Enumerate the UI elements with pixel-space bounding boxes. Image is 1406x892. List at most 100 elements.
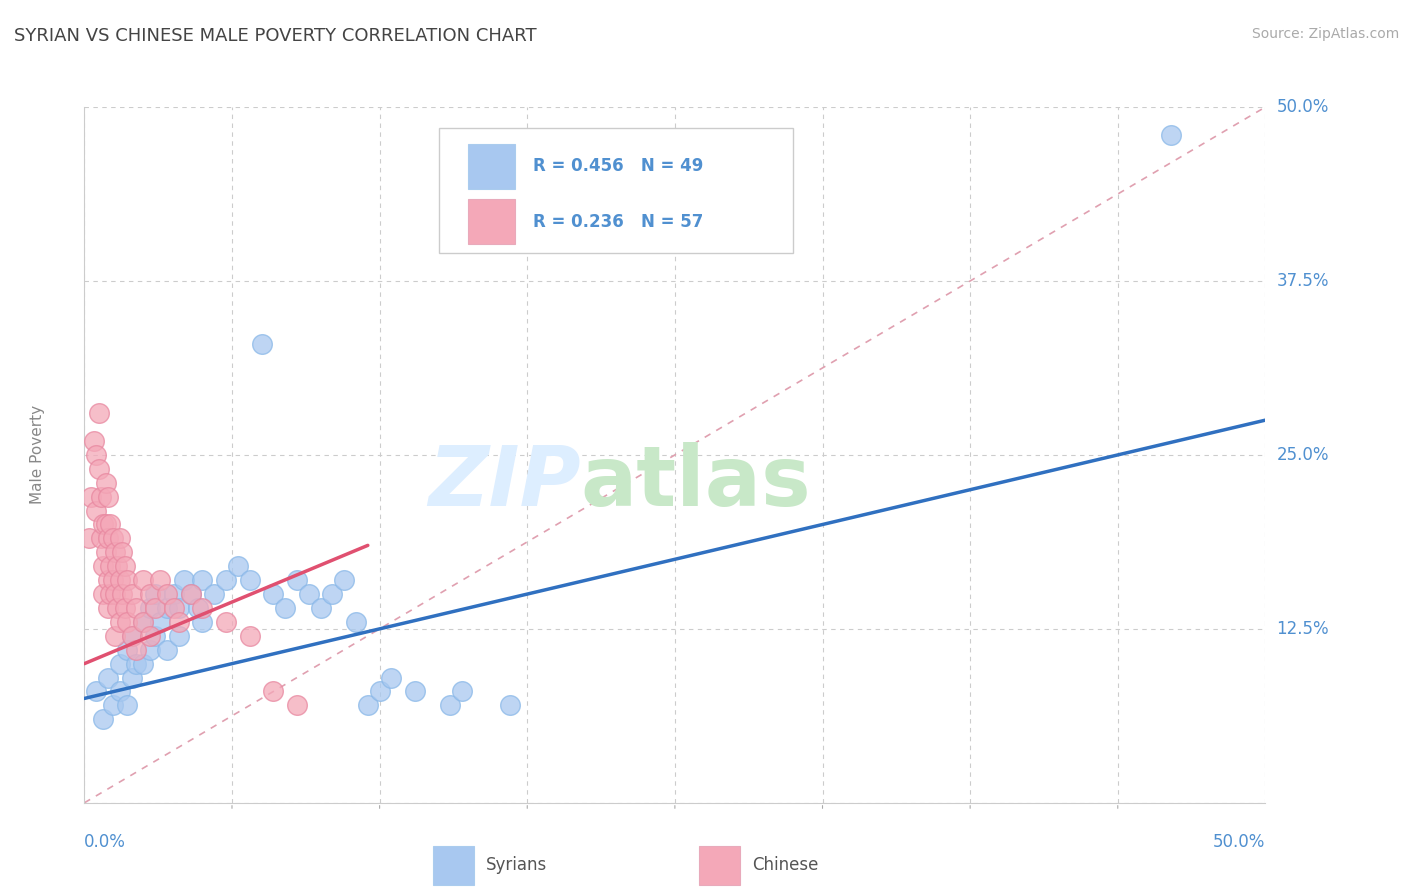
Point bbox=[91, 587, 114, 601]
Text: Chinese: Chinese bbox=[752, 856, 818, 874]
Point bbox=[1160, 128, 1182, 142]
Text: SYRIAN VS CHINESE MALE POVERTY CORRELATION CHART: SYRIAN VS CHINESE MALE POVERTY CORRELATI… bbox=[14, 27, 537, 45]
Point bbox=[94, 517, 117, 532]
Point bbox=[91, 517, 114, 532]
Point bbox=[187, 601, 209, 615]
Point bbox=[451, 684, 474, 698]
Point bbox=[173, 573, 195, 587]
Point bbox=[111, 545, 134, 559]
Point bbox=[107, 601, 129, 615]
Point bbox=[215, 615, 238, 629]
Point bbox=[101, 698, 124, 713]
Point bbox=[132, 573, 155, 587]
Point bbox=[104, 587, 127, 601]
Point bbox=[115, 615, 138, 629]
Text: 37.5%: 37.5% bbox=[1277, 272, 1329, 290]
Point bbox=[239, 629, 262, 643]
Text: R = 0.456   N = 49: R = 0.456 N = 49 bbox=[533, 157, 703, 175]
Point bbox=[108, 573, 131, 587]
Point bbox=[121, 587, 143, 601]
Point bbox=[167, 615, 190, 629]
Point bbox=[108, 657, 131, 671]
Point bbox=[239, 573, 262, 587]
Text: Source: ZipAtlas.com: Source: ZipAtlas.com bbox=[1251, 27, 1399, 41]
Point bbox=[84, 503, 107, 517]
Point bbox=[149, 615, 172, 629]
Point bbox=[191, 601, 214, 615]
Point bbox=[108, 615, 131, 629]
Point bbox=[167, 601, 190, 615]
Point bbox=[111, 587, 134, 601]
Point bbox=[84, 684, 107, 698]
Point bbox=[498, 698, 520, 713]
Point bbox=[180, 587, 202, 601]
Point bbox=[121, 629, 143, 643]
Point bbox=[139, 629, 162, 643]
Point bbox=[163, 601, 186, 615]
Point bbox=[107, 559, 129, 574]
Point bbox=[298, 587, 321, 601]
Point bbox=[97, 601, 120, 615]
Point bbox=[202, 587, 225, 601]
Point bbox=[114, 601, 136, 615]
FancyBboxPatch shape bbox=[468, 199, 516, 244]
Text: 25.0%: 25.0% bbox=[1277, 446, 1329, 464]
Point bbox=[97, 490, 120, 504]
Point bbox=[87, 406, 110, 420]
Point bbox=[380, 671, 402, 685]
Point bbox=[77, 532, 100, 546]
Point bbox=[115, 573, 138, 587]
Point bbox=[91, 712, 114, 726]
Point bbox=[97, 573, 120, 587]
Point bbox=[115, 698, 138, 713]
Point bbox=[321, 587, 343, 601]
Point bbox=[132, 615, 155, 629]
Point bbox=[121, 671, 143, 685]
Point bbox=[149, 573, 172, 587]
Point bbox=[262, 684, 284, 698]
Point bbox=[98, 517, 121, 532]
Point bbox=[83, 434, 105, 448]
Text: Syrians: Syrians bbox=[486, 856, 547, 874]
Point bbox=[191, 573, 214, 587]
Point bbox=[404, 684, 426, 698]
Point bbox=[357, 698, 380, 713]
Point bbox=[163, 587, 186, 601]
Point bbox=[108, 532, 131, 546]
Point bbox=[98, 587, 121, 601]
Point bbox=[84, 448, 107, 462]
Point bbox=[309, 601, 332, 615]
Point bbox=[143, 629, 166, 643]
Point bbox=[143, 587, 166, 601]
Point bbox=[250, 336, 273, 351]
Point bbox=[262, 587, 284, 601]
FancyBboxPatch shape bbox=[439, 128, 793, 253]
Point bbox=[439, 698, 461, 713]
Point bbox=[87, 462, 110, 476]
Point bbox=[274, 601, 297, 615]
Point bbox=[132, 657, 155, 671]
Point bbox=[91, 559, 114, 574]
Point bbox=[226, 559, 249, 574]
Point bbox=[156, 587, 179, 601]
Point bbox=[167, 629, 190, 643]
Point bbox=[125, 601, 148, 615]
Point bbox=[80, 490, 103, 504]
Point bbox=[104, 629, 127, 643]
Point bbox=[139, 601, 162, 615]
Point bbox=[90, 532, 112, 546]
Point bbox=[156, 601, 179, 615]
Point bbox=[98, 559, 121, 574]
Text: Male Poverty: Male Poverty bbox=[30, 405, 45, 505]
Point bbox=[94, 475, 117, 490]
Point bbox=[101, 532, 124, 546]
Point bbox=[97, 671, 120, 685]
FancyBboxPatch shape bbox=[699, 847, 740, 885]
Point bbox=[333, 573, 356, 587]
Point bbox=[139, 642, 162, 657]
Point bbox=[94, 545, 117, 559]
Point bbox=[368, 684, 391, 698]
Point bbox=[115, 642, 138, 657]
FancyBboxPatch shape bbox=[468, 144, 516, 189]
Text: ZIP: ZIP bbox=[427, 442, 581, 524]
